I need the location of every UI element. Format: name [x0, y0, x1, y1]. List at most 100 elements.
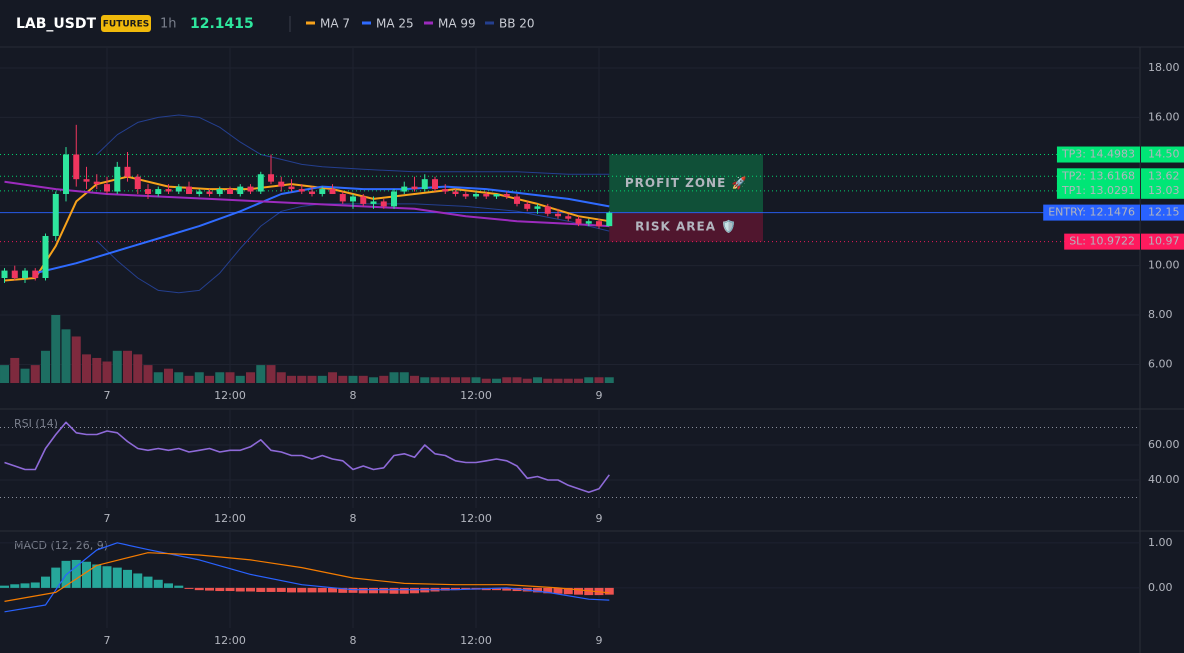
candle-body	[585, 221, 592, 224]
axis-level-label: 10.97	[1148, 235, 1180, 248]
moving-average	[4, 175, 610, 282]
histogram-bar	[184, 587, 194, 589]
candle-body	[83, 179, 90, 182]
histogram-bar	[71, 559, 81, 588]
candle-body	[155, 189, 162, 195]
volume-bar	[133, 354, 143, 383]
histogram-bar	[379, 587, 389, 594]
volume-bar	[317, 375, 327, 383]
level-label-bg	[1064, 233, 1140, 250]
candle-body	[104, 184, 111, 192]
axis-label-bg	[1141, 182, 1184, 199]
volume-bar	[246, 372, 256, 383]
histogram-bar	[451, 587, 461, 591]
candle-body	[278, 181, 285, 187]
volume-bar	[389, 372, 399, 383]
histogram-bar	[389, 587, 399, 594]
y-tick-label: 40.00	[1148, 473, 1180, 486]
candle-body	[73, 154, 80, 180]
histogram-bar	[307, 587, 317, 593]
histogram-bar	[174, 585, 184, 588]
candle-body	[503, 194, 510, 197]
candle-body	[360, 196, 367, 204]
volume-bar	[205, 375, 215, 383]
volume-bar	[215, 372, 225, 383]
candle-body	[391, 191, 398, 207]
candle-body	[206, 191, 213, 195]
histogram-bar	[492, 587, 502, 591]
candle-body	[432, 179, 439, 190]
volume-bar	[410, 375, 420, 383]
histogram-bar	[276, 587, 286, 592]
histogram-bar	[194, 587, 204, 591]
candle-body	[52, 194, 59, 237]
volume-bar	[266, 365, 276, 383]
volume-bar	[430, 377, 440, 383]
x-tick-label: 8	[350, 634, 357, 647]
candle-body	[514, 196, 521, 204]
candle-body	[288, 186, 295, 190]
histogram-bar	[563, 587, 573, 595]
last-price: 12.1415	[190, 16, 254, 32]
candle-body	[124, 166, 131, 177]
volume-bar	[338, 375, 348, 383]
histogram-bar	[399, 587, 409, 594]
candle-body	[114, 166, 121, 192]
pane	[0, 532, 1140, 628]
x-tick-label: 7	[104, 389, 111, 402]
interval[interactable]: 1h	[160, 17, 177, 32]
symbol[interactable]: LAB_USDT	[16, 16, 96, 32]
legend-label: MA 7	[320, 17, 350, 31]
candle-body	[462, 194, 469, 197]
volume-bar	[10, 357, 20, 383]
histogram-bar	[51, 567, 61, 588]
histogram-bar	[143, 576, 153, 588]
macd-title: MACD (12, 26, 9)	[14, 539, 108, 552]
histogram-bar	[584, 587, 594, 596]
histogram-bar	[215, 587, 225, 592]
volume-bar	[451, 377, 461, 383]
volume-bar	[276, 372, 286, 383]
rsi-line	[4, 421, 610, 494]
volume-bar	[20, 368, 30, 383]
level-label: ENTRY: 12.1476	[1048, 206, 1135, 219]
histogram-bar	[369, 587, 379, 594]
histogram-bar	[92, 564, 102, 588]
histogram-bar	[358, 587, 368, 594]
candle-body	[534, 206, 541, 209]
x-tick-label: 9	[596, 634, 603, 647]
candle-body	[350, 196, 357, 202]
histogram-bar	[112, 567, 122, 588]
y-tick-label: 8.00	[1148, 308, 1173, 321]
volume-bar	[235, 375, 245, 383]
candle-body	[145, 189, 152, 195]
histogram-bar	[20, 583, 30, 588]
volume-bar	[61, 329, 71, 383]
candle-body	[493, 194, 500, 197]
histogram-bar	[246, 587, 256, 592]
candle-body	[606, 212, 613, 227]
volume-bar	[41, 350, 51, 383]
zone-label: RISK AREA 🛡️	[635, 220, 737, 234]
volume-bar	[399, 372, 409, 383]
x-tick-label: 9	[596, 512, 603, 525]
volume-bar	[102, 361, 112, 383]
x-tick-label: 12:00	[460, 389, 492, 402]
volume-bar	[164, 368, 174, 383]
volume-bar	[461, 377, 471, 383]
volume-bar	[297, 375, 307, 383]
x-tick-label: 7	[104, 512, 111, 525]
histogram-bar	[317, 587, 327, 593]
candle-body	[32, 270, 39, 279]
y-tick-label: 10.00	[1148, 259, 1180, 272]
candle-body	[473, 194, 480, 197]
histogram-bar	[410, 587, 420, 594]
volume-bar	[502, 377, 512, 383]
volume-bar	[379, 375, 389, 383]
legend-label: BB 20	[499, 17, 535, 31]
candle-body	[411, 186, 418, 190]
volume-bar	[307, 375, 317, 383]
volume-bar	[440, 377, 450, 383]
histogram-bar	[30, 582, 40, 588]
